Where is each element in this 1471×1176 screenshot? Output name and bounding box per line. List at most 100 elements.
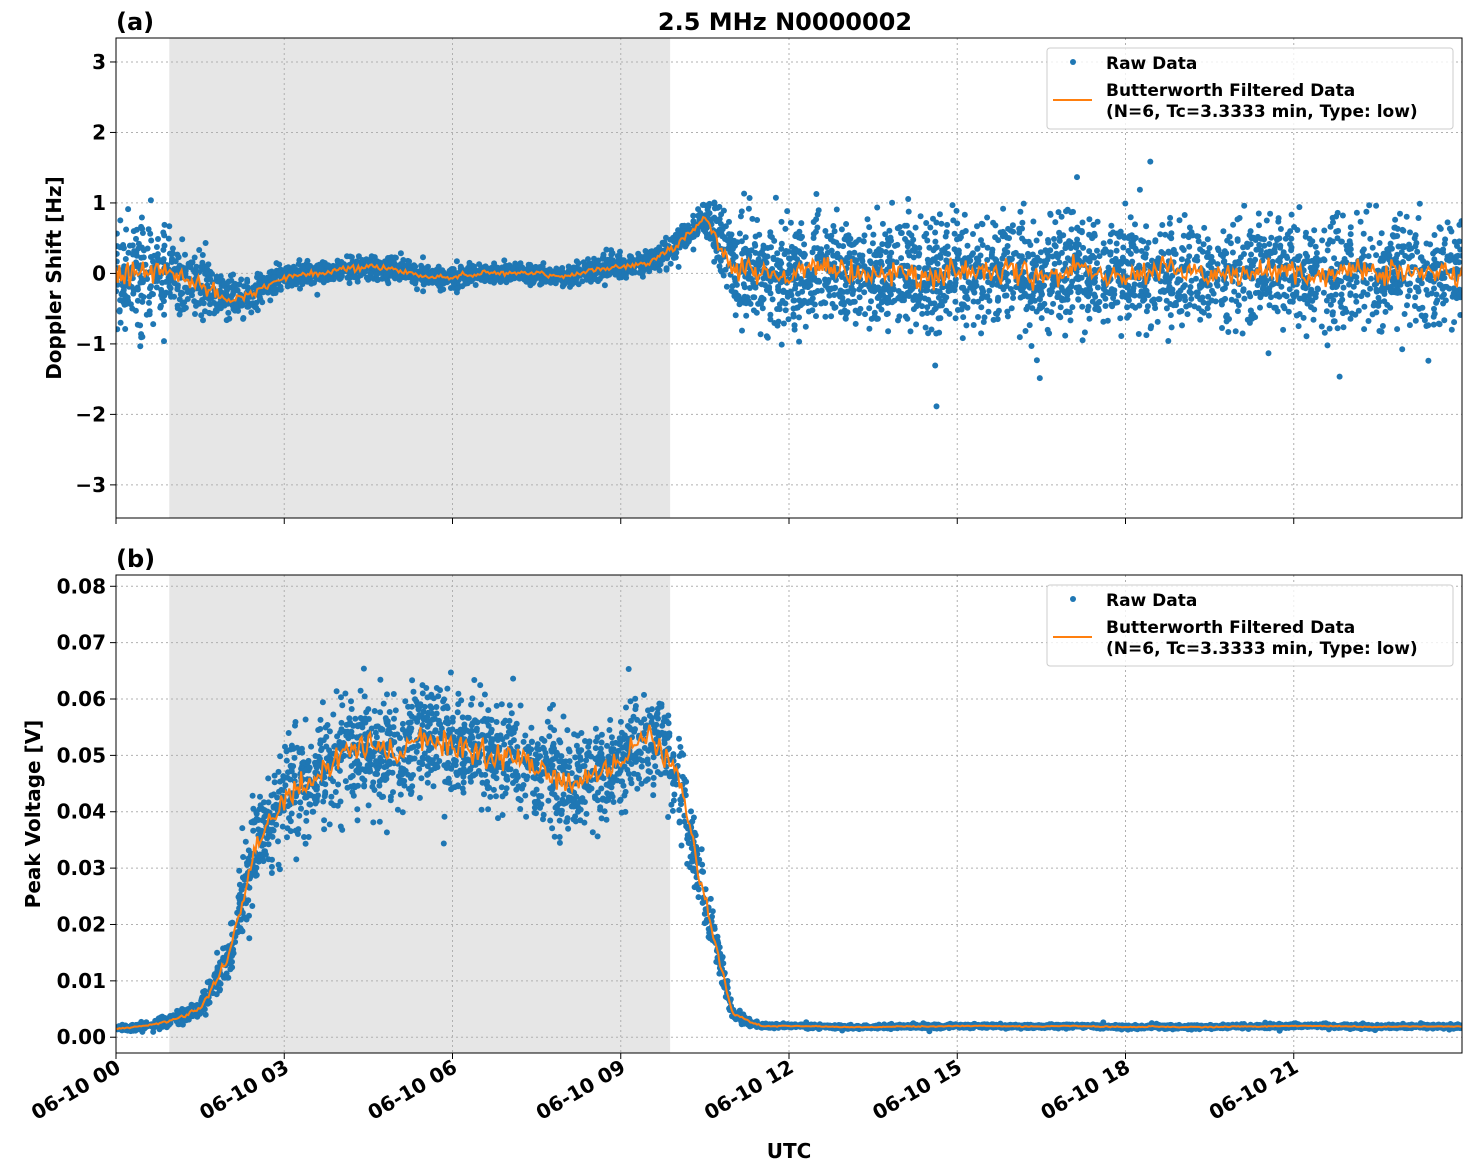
raw-data-point [731, 289, 737, 295]
raw-data-point [1377, 299, 1383, 305]
raw-data-point [1086, 232, 1092, 238]
raw-data-point [904, 316, 910, 322]
raw-data-point [943, 234, 949, 240]
raw-data-point [822, 228, 828, 234]
raw-data-point [1280, 303, 1286, 309]
raw-data-point [377, 677, 383, 683]
raw-data-point [1256, 222, 1262, 228]
raw-data-point [739, 238, 745, 244]
raw-data-point [1388, 241, 1394, 247]
raw-data-point [117, 309, 123, 315]
raw-data-point [171, 294, 177, 300]
legend-raw-label: Raw Data [1106, 54, 1197, 74]
raw-data-point [982, 314, 988, 320]
raw-data-point [786, 255, 792, 261]
raw-data-point [1235, 293, 1241, 299]
raw-data-point [632, 269, 638, 275]
raw-data-point [794, 305, 800, 311]
raw-data-point [995, 295, 1001, 301]
raw-data-point [1075, 297, 1081, 303]
legend-filtered-label: Butterworth Filtered Data [1106, 81, 1355, 101]
raw-data-point [886, 242, 892, 248]
raw-data-point [870, 240, 876, 246]
raw-data-point [154, 284, 160, 290]
raw-data-point [1347, 292, 1353, 298]
raw-data-point [1379, 230, 1385, 236]
raw-data-point [747, 195, 753, 201]
raw-data-point [768, 290, 774, 296]
raw-data-point [118, 320, 124, 326]
raw-data-point [1139, 293, 1145, 299]
raw-data-point [1186, 244, 1192, 250]
raw-data-point [182, 285, 188, 291]
raw-data-point [779, 219, 785, 225]
raw-data-point [780, 298, 786, 304]
raw-data-point [809, 307, 815, 313]
raw-data-point [1373, 252, 1379, 258]
raw-data-point [768, 278, 774, 284]
raw-data-point [778, 246, 784, 252]
raw-data-point [975, 245, 981, 251]
raw-data-point [963, 322, 969, 328]
raw-data-point [1182, 297, 1188, 303]
raw-data-point [1085, 307, 1091, 313]
raw-data-point [1407, 288, 1413, 294]
raw-data-point [1248, 228, 1254, 234]
legend-filtered-params: (N=6, Tc=3.3333 min, Type: low) [1106, 102, 1418, 122]
raw-data-point [892, 243, 898, 249]
raw-data-point [656, 244, 662, 250]
raw-data-point [780, 289, 786, 295]
raw-data-point [913, 225, 919, 231]
raw-data-point [1287, 299, 1293, 305]
raw-data-point [819, 288, 825, 294]
raw-data-point [1288, 247, 1294, 253]
raw-data-point [773, 195, 779, 201]
raw-data-point [1274, 237, 1280, 243]
raw-data-point [185, 296, 191, 302]
raw-data-point [779, 241, 785, 247]
raw-data-point [861, 238, 867, 244]
raw-data-point [913, 321, 919, 327]
raw-data-point [1330, 239, 1336, 245]
raw-data-point [711, 200, 717, 206]
raw-data-point [1310, 290, 1316, 296]
raw-data-point [970, 231, 976, 237]
raw-data-point [177, 312, 183, 318]
raw-data-point [902, 236, 908, 242]
raw-data-point [166, 223, 172, 229]
raw-data-point [730, 283, 736, 289]
raw-data-point [1380, 323, 1386, 329]
raw-data-point [681, 223, 687, 229]
raw-data-point [1436, 321, 1442, 327]
raw-data-point [1366, 202, 1372, 208]
raw-data-point [1423, 287, 1429, 293]
raw-data-point [1322, 257, 1328, 263]
raw-data-point [1267, 211, 1273, 217]
raw-data-point [986, 309, 992, 315]
raw-data-point [471, 264, 477, 270]
raw-data-point [1419, 305, 1425, 311]
raw-data-point [1244, 244, 1250, 250]
raw-data-point [207, 276, 213, 282]
raw-data-point [1304, 253, 1310, 259]
raw-data-point [137, 280, 143, 286]
raw-data-point [859, 253, 865, 259]
raw-data-point [943, 257, 949, 263]
raw-data-point [1027, 242, 1033, 248]
raw-data-point [1119, 294, 1125, 300]
raw-data-point [1398, 282, 1404, 288]
raw-data-point [261, 276, 267, 282]
y-axis-label-b: Peak Voltage [V] [21, 720, 45, 909]
raw-data-point [933, 331, 939, 337]
raw-data-point [1092, 267, 1098, 273]
raw-data-point [1337, 374, 1343, 380]
raw-data-point [602, 282, 608, 288]
raw-data-point [440, 286, 446, 292]
raw-data-point [1255, 282, 1261, 288]
raw-data-point [1406, 242, 1412, 248]
raw-data-point [1147, 159, 1153, 165]
raw-data-point [916, 265, 922, 271]
raw-data-point [1258, 247, 1264, 253]
raw-data-point [160, 247, 166, 253]
raw-data-point [1029, 343, 1035, 349]
